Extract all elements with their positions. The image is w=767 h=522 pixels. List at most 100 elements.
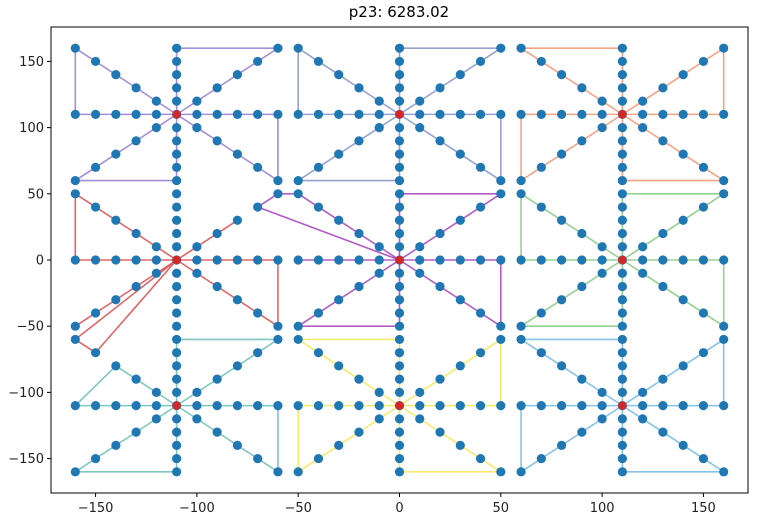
customer-point [496,255,506,265]
customer-point [192,96,202,106]
customer-point [394,453,405,464]
customer-point [334,401,344,411]
customer-point [516,334,526,345]
customer-point [131,281,141,292]
customer-point [597,255,607,265]
customer-point [577,401,587,411]
customer-point [172,308,182,318]
customer-point [556,109,567,119]
customer-point [719,189,729,199]
customer-point [293,43,303,53]
customer-point [496,43,506,53]
x-tick-label: 150 [691,501,716,516]
customer-point [273,109,283,119]
customer-point [273,255,283,265]
x-tick-label: 50 [493,501,510,516]
customer-point [192,255,202,265]
customer-point [455,361,465,371]
customer-point [617,149,627,159]
customer-point [151,242,161,252]
customer-point [658,427,668,437]
customer-point [111,361,121,371]
customer-point [253,453,263,464]
customer-point [394,175,405,186]
customer-point [415,255,425,265]
customer-point [394,295,405,305]
customer-point [212,109,222,119]
customer-point [678,295,688,305]
depots-layer [172,110,627,410]
points-layer [70,43,729,477]
customer-point [293,321,303,331]
customer-point [131,427,141,437]
customer-point [90,308,101,318]
customer-point [313,255,324,265]
customer-point [556,440,567,450]
customer-point [597,387,607,397]
customer-point [617,162,627,172]
customer-point [415,242,425,252]
customer-point [617,348,627,358]
chart-title: p23: 6283.02 [349,3,449,21]
customer-point [617,43,627,53]
customer-point [90,255,101,265]
customer-point [617,281,627,292]
customer-point [354,374,364,384]
customer-point [151,414,161,424]
customer-point [232,149,243,159]
customer-point [617,440,627,450]
customer-point [192,109,202,119]
customer-point [435,427,445,437]
customer-point [394,374,405,384]
y-tick-label: 100 [19,121,44,136]
customer-point [577,427,587,437]
customer-point [617,334,627,345]
customer-point [638,123,648,133]
route-5-line [256,193,502,327]
customer-point [253,202,263,212]
customer-point [90,453,101,464]
customer-point [435,136,445,146]
customer-point [192,268,202,278]
customer-point [617,427,627,437]
customer-point [354,427,364,437]
customer-point [172,348,182,358]
customer-point [577,228,587,239]
customer-point [617,467,627,477]
customer-point [556,295,567,305]
customer-point [273,401,283,411]
customer-point [617,321,627,331]
customer-point [374,123,384,133]
customer-point [577,109,587,119]
customer-point [617,374,627,384]
customer-point [111,401,121,411]
customer-point [111,149,121,159]
customer-point [394,83,405,93]
customer-point [496,467,506,477]
customer-point [415,401,425,411]
customer-point [131,136,141,146]
customer-point [313,162,324,172]
customer-point [638,109,648,119]
customer-point [617,295,627,305]
customer-point [496,401,506,411]
customer-point [638,387,648,397]
customer-point [172,281,182,292]
customer-point [131,255,141,265]
customer-point [617,414,627,424]
customer-point [455,295,465,305]
customer-point [719,334,729,345]
customer-point [293,255,303,265]
customer-point [617,123,627,133]
customer-point [475,348,486,358]
customer-point [192,401,202,411]
customer-point [536,109,546,119]
customer-point [678,440,688,450]
customer-point [536,453,546,464]
customer-point [678,215,688,225]
customer-point [415,387,425,397]
customer-point [617,56,627,67]
customer-point [111,440,121,450]
customer-point [394,308,405,318]
customer-point [435,281,445,292]
